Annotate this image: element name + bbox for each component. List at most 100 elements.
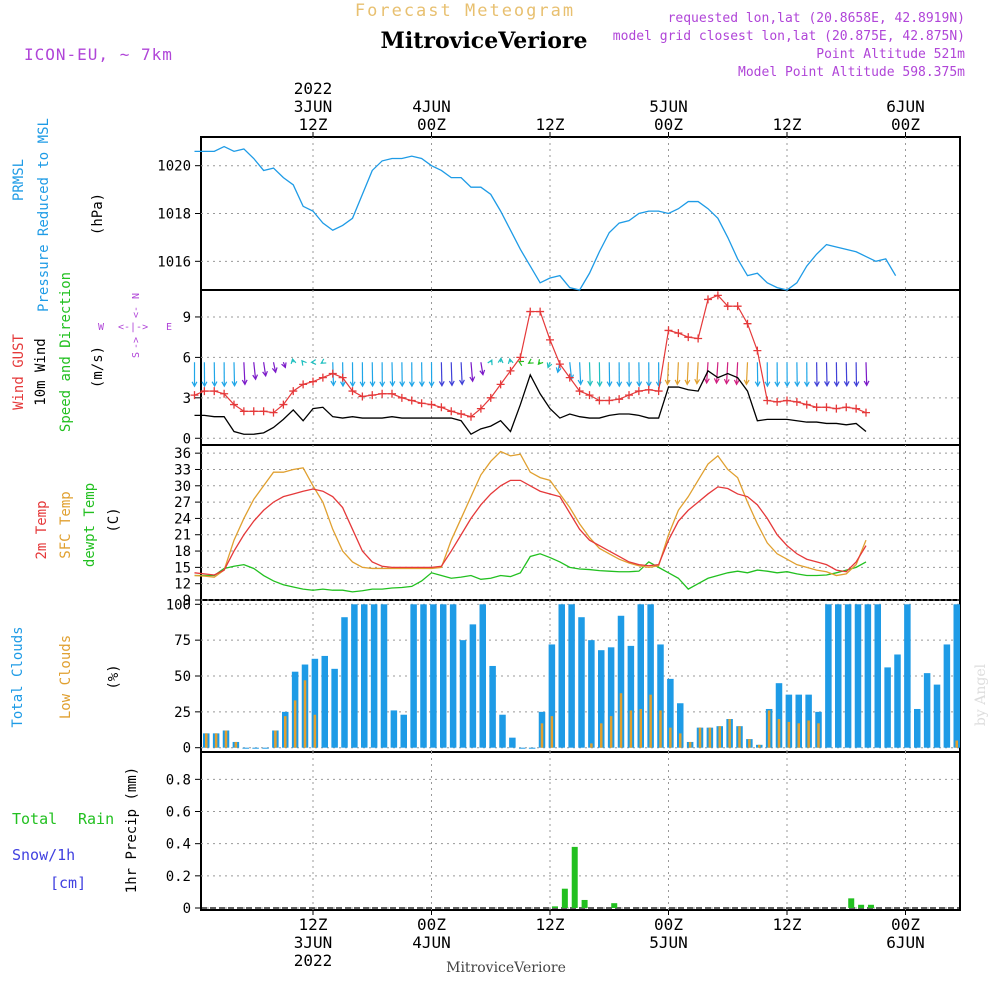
- bottom-axis-label: 00Z: [891, 915, 920, 934]
- low-cloud-bar: [778, 719, 781, 748]
- total-cloud-bar: [519, 748, 526, 749]
- low-cloud-bar: [807, 720, 810, 747]
- wind-gust-marker: [398, 394, 406, 402]
- compass-south: S: [131, 352, 142, 358]
- bottom-axis-label: 5JUN: [649, 933, 688, 952]
- total-cloud-bar: [835, 604, 842, 747]
- wind-series: [191, 291, 871, 434]
- total-cloud-bar: [529, 748, 536, 749]
- total-cloud-bar: [410, 604, 417, 747]
- wind-gust-marker: [605, 397, 613, 405]
- wind-10m-line: [195, 371, 867, 434]
- total-cloud-bar: [944, 644, 951, 747]
- ytick-label-precip: 0.6: [166, 805, 191, 821]
- wind-gust-marker: [289, 387, 297, 395]
- low-cloud-bar: [669, 728, 672, 748]
- bottom-axis-label: 4JUN: [412, 933, 451, 952]
- wind-gust-marker: [299, 380, 307, 388]
- ytick-label-precip: 0.2: [166, 869, 191, 885]
- bottom-axis-label: 00Z: [417, 915, 446, 934]
- grid-lines: [201, 137, 960, 910]
- ytick-label-precip: 0.4: [166, 837, 191, 853]
- wind-gust-marker: [704, 295, 712, 303]
- total-cloud-bar: [924, 673, 931, 748]
- wind-gust-marker: [388, 390, 396, 398]
- low-cloud-bar: [590, 743, 593, 747]
- wind-gust-marker: [655, 387, 663, 395]
- temp-dewpt-label: dewpt Temp: [82, 483, 98, 567]
- precip-unit: 1hr Precip (mm): [124, 767, 140, 893]
- precip-bar: [582, 900, 588, 908]
- precip-bar: [868, 905, 874, 908]
- wind-gust-marker: [250, 407, 258, 415]
- low-cloud-bar: [798, 723, 801, 747]
- precip-bar: [858, 905, 864, 908]
- wind-arrow: [392, 362, 393, 386]
- wind-gust-marker: [625, 391, 633, 399]
- wind-gust-marker: [793, 398, 801, 406]
- closest-coords: model grid closest lon,lat (20.875E, 42.…: [613, 29, 965, 44]
- ytick-label-wind: 9: [183, 310, 191, 326]
- total-cloud-bar: [252, 748, 259, 749]
- wind-gust-marker: [813, 403, 821, 411]
- low-cloud-bar: [748, 739, 751, 748]
- total-cloud-bar: [894, 654, 901, 747]
- precip-bar: [848, 898, 854, 908]
- ytick-label-clouds: 0: [183, 741, 191, 757]
- low-cloud-bar: [235, 742, 238, 748]
- point-altitude: Point Altitude 521m: [816, 47, 965, 62]
- ytick-label-temp: 21: [174, 528, 191, 544]
- wind-gust-marker: [507, 367, 515, 375]
- ytick-label-clouds: 75: [174, 633, 191, 649]
- top-axis-label: 6JUN: [886, 97, 925, 116]
- total-cloud-bar: [499, 715, 506, 748]
- top-axis-label: 5JUN: [649, 97, 688, 116]
- low-cloud-bar: [284, 716, 287, 748]
- low-cloud-bar: [768, 710, 771, 747]
- low-cloud-bar: [649, 695, 652, 748]
- total-cloud-bar: [371, 604, 378, 747]
- bottom-axis-label: 12Z: [773, 915, 802, 934]
- wind-gust-marker: [832, 405, 840, 413]
- wind-unit: (m/s): [90, 346, 106, 388]
- wind-gust-marker: [329, 370, 337, 378]
- total-cloud-bar: [509, 738, 516, 748]
- wind-arrow-head: [488, 360, 492, 365]
- top-axis-label: 12Z: [299, 115, 328, 134]
- total-cloud-bar: [460, 640, 467, 748]
- wind-gust-marker: [349, 387, 357, 395]
- ytick-label-clouds: 25: [174, 705, 191, 721]
- wind-gust-marker: [734, 302, 742, 310]
- precip-bar: [562, 889, 568, 908]
- wind-arrow: [234, 362, 235, 386]
- total-cloud-bar: [855, 604, 862, 747]
- ytick-label-temp: 24: [174, 511, 191, 527]
- low-cloud-bar: [541, 723, 544, 747]
- wind-gust-label: Wind GUST: [11, 334, 27, 410]
- total-cloud-bar: [401, 715, 408, 748]
- temp-unit: (C): [106, 507, 122, 532]
- meteogram-subtitle: Forecast Meteogram: [355, 1, 575, 21]
- wind-gust-marker: [447, 407, 455, 415]
- low-cloud-bar: [709, 728, 712, 748]
- low-cloud-bar: [738, 726, 741, 748]
- wind-gust-marker: [803, 401, 811, 409]
- low-cloud-bar: [610, 716, 613, 748]
- total-cloud-bar: [361, 604, 368, 747]
- ytick-label-precip: 0: [183, 901, 191, 917]
- low-cloud-bar: [314, 715, 317, 748]
- wind-gust-marker: [546, 336, 554, 344]
- clouds-series: [203, 604, 960, 748]
- wind-gust-marker: [694, 335, 702, 343]
- temp-sfc-label: SFC Temp: [58, 491, 74, 558]
- wind-gust-marker: [635, 387, 643, 395]
- temp-2m-label: 2m Temp: [34, 500, 50, 559]
- wind-arrow: [746, 362, 747, 384]
- total-cloud-bar: [559, 604, 566, 747]
- total-cloud-bar: [954, 604, 961, 747]
- wind-arrow: [846, 362, 847, 386]
- wind-gust-marker: [674, 329, 682, 337]
- wind-gust-marker: [576, 387, 584, 395]
- low-cloud-bar: [689, 742, 692, 748]
